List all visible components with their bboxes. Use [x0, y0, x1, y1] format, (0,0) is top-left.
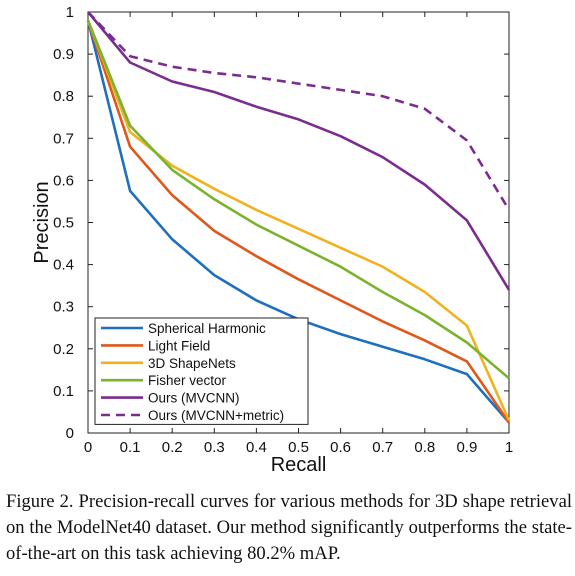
legend-label: 3D ShapeNets: [148, 356, 236, 371]
x-tick-label: 0: [84, 439, 92, 456]
x-tick-label: 0.2: [162, 439, 183, 456]
y-tick-label: 0.3: [53, 299, 74, 316]
y-tick-label: 1: [66, 4, 74, 21]
series-lines: [86, 11, 511, 424]
series-line-5: [87, 11, 511, 291]
y-axis-label: Precision: [31, 181, 53, 263]
y-tick-label: 0.4: [53, 257, 74, 274]
y-tick-label: 0.2: [53, 341, 74, 358]
y-tick-label: 0.6: [53, 172, 74, 189]
series-line-4: [86, 19, 510, 380]
y-tick-label: 0.8: [53, 88, 74, 105]
x-tick-label: 0.5: [288, 439, 309, 456]
x-tick-label: 0.4: [246, 439, 267, 456]
y-tick-label: 0.5: [53, 215, 74, 232]
legend-label: Ours (MVCNN): [148, 391, 240, 406]
x-axis-label: Recall: [271, 454, 327, 476]
x-tick-label: 0.1: [120, 439, 141, 456]
y-tick-label: 0.7: [53, 130, 74, 147]
y-tick-label: 0.9: [53, 46, 74, 63]
legend-label: Fisher vector: [148, 373, 227, 388]
x-tick-label: 0.3: [204, 439, 225, 456]
x-tick-label: 0.8: [414, 439, 435, 456]
legend-label: Spherical Harmonic: [148, 321, 266, 336]
figure-caption: Figure 2. Precision-recall curves for va…: [6, 491, 572, 564]
precision-recall-chart: 0 0.1 0.2 0.3 0.4 0.5 0.6 0.7 0.8 0.9 1 0 0.1 0.2 0.3 0…: [31, 4, 513, 476]
legend: Spherical Harmonic Light Field 3D ShapeNet…: [94, 317, 309, 425]
x-tick-label: 0.6: [330, 439, 351, 456]
y-tick-label: 0: [66, 425, 74, 442]
series-line-6: [87, 11, 511, 211]
x-tick-label: 0.7: [372, 439, 393, 456]
legend-box: [94, 317, 309, 425]
x-tick-label: 1: [505, 439, 513, 456]
x-tick-label: 0.9: [456, 439, 477, 456]
y-tick-label: 0.1: [53, 383, 74, 400]
axis-ticks: 0 0.1 0.2 0.3 0.4 0.5 0.6 0.7 0.8 0.9 1 0 0.1 0.2 0.3 0…: [53, 4, 513, 456]
legend-label: Ours (MVCNN+metric): [148, 408, 284, 423]
series-line-2: [86, 19, 511, 424]
legend-label: Light Field: [148, 338, 210, 353]
